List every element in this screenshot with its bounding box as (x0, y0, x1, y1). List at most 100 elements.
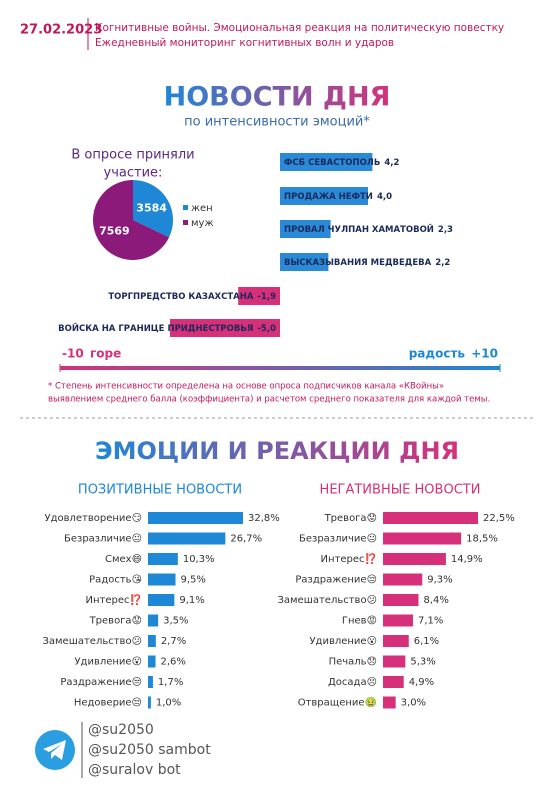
category-label: Тревога😟 (89, 616, 142, 627)
bar (148, 614, 159, 627)
bar (170, 319, 280, 337)
value-label: 2,7% (161, 636, 186, 647)
bar (148, 512, 243, 524)
value-label: 1,7% (158, 677, 183, 688)
news-title: НОВОСТИ ДНЯ (164, 82, 391, 113)
value-label: 9,1% (179, 595, 204, 606)
pie-title: В опросе приняли (71, 148, 194, 163)
legend-swatch (183, 205, 188, 210)
category-label: ВОЙСКА НА ГРАНИЦЕ ПРИДНЕСТРОВЬЯ (58, 322, 253, 334)
value-label: 32,8% (248, 513, 280, 524)
value-label: 4,9% (409, 677, 434, 688)
bar (280, 187, 368, 205)
bar-label: ВОЙСКА НА ГРАНИЦЕ ПРИДНЕСТРОВЬЯ -5,0 (58, 322, 276, 334)
value-label: 14,9% (451, 554, 483, 565)
category-label: Удивление😮 (74, 657, 142, 668)
bar (383, 676, 404, 688)
category-label: Раздражение😒 (295, 575, 377, 586)
bar (238, 287, 280, 305)
contact[interactable]: @su2050 (88, 722, 154, 738)
contact[interactable]: @suralov bot (88, 762, 181, 778)
value-label: 18,5% (466, 534, 498, 545)
category-label: ФСБ СЕВАСТОПОЛЬ (284, 158, 380, 168)
category-label: ТОРГПРЕДСТВО КАЗАХСТАНА (108, 292, 254, 302)
x-tick-label: -10 (62, 347, 84, 361)
value-label: -5,0 (257, 324, 276, 334)
pie-slice (93, 180, 170, 260)
value-label: 26,7% (230, 534, 262, 545)
category-label: Удивление😮 (309, 636, 377, 647)
bar (148, 635, 156, 647)
header-line: Когнитивные войны. Эмоциональная реакция… (95, 22, 504, 34)
category-label: Досада😣 (328, 677, 377, 688)
bar (148, 594, 175, 606)
bar (148, 676, 153, 688)
category-label: Безразличие😐 (64, 534, 142, 545)
category-label: Радость😘 (89, 575, 142, 586)
value-label: 2,6% (161, 657, 186, 668)
category-label: ПРОВАЛ ЧУЛПАН ХАМАТОВОЙ (284, 223, 434, 235)
bar (280, 220, 331, 238)
bar (383, 635, 409, 647)
slice-label: 3584 (136, 201, 167, 214)
pie-slice (133, 180, 174, 238)
bar-label: ПРОВАЛ ЧУЛПАН ХАМАТОВОЙ 2,3 (284, 223, 453, 235)
value-label: 6,1% (414, 636, 439, 647)
category-label: Безразличие😐 (299, 534, 377, 545)
legend-label: жен (191, 203, 213, 214)
category-label: Печаль😞 (329, 657, 377, 668)
category-label: Отвращение🤢 (298, 697, 377, 709)
axis-label: горе (90, 347, 121, 361)
category-label: Тревога😟 (324, 513, 377, 524)
footnote: выявлением среднего балла (коэффициента)… (48, 395, 490, 405)
legend-swatch (183, 220, 188, 225)
value-label: 1,0% (156, 698, 181, 709)
axis-label: радость (409, 347, 466, 361)
news-subtitle: по интенсивности эмоций* (184, 115, 370, 130)
value-label: 2,2 (435, 258, 450, 268)
bar (280, 153, 373, 171)
category-label: Интерес⁉️ (86, 593, 142, 606)
category-label: Раздражение😒 (60, 677, 142, 688)
axis (60, 366, 500, 370)
category-label: Замешательство😕 (277, 595, 377, 606)
negative-title: НЕГАТИВНЫЕ НОВОСТИ (320, 483, 481, 498)
telegram-plane (43, 740, 66, 760)
date: 27.02.2023 (20, 23, 102, 38)
bar (383, 614, 413, 627)
bar (280, 253, 329, 271)
bar (383, 573, 423, 586)
positive-title: ПОЗИТИВНЫЕ НОВОСТИ (78, 483, 242, 498)
bar (148, 553, 178, 565)
value-label: -1,9 (257, 292, 276, 302)
slice-label: 7569 (99, 225, 130, 238)
value-label: 9,5% (181, 575, 206, 586)
value-label: 5,3% (410, 657, 435, 668)
section-title: ЭМОЦИИ И РЕАКЦИИ ДНЯ (95, 437, 459, 465)
category-label: Смех😄 (105, 554, 142, 565)
value-label: 10,3% (183, 554, 215, 565)
bar (383, 553, 446, 565)
bar (383, 532, 462, 545)
value-label: 9,3% (427, 575, 452, 586)
value-label: 3,0% (401, 698, 426, 709)
value-label: 3,5% (163, 616, 188, 627)
bar-label: ВЫСКАЗЫВАНИЯ МЕДВЕДЕВА 2,2 (284, 258, 450, 268)
category-label: Удовлетворение😏 (44, 513, 142, 524)
legend-label: муж (191, 218, 213, 229)
category-label: Недоверие😒 (74, 698, 142, 709)
bar (148, 655, 156, 668)
value-label: 8,4% (423, 595, 448, 606)
value-label: 4,0 (377, 192, 392, 202)
category-label: Гнев😡 (342, 616, 377, 627)
value-label: 4,2 (384, 158, 399, 168)
value-label: 22,5% (483, 513, 515, 524)
bar (383, 512, 478, 524)
bar (383, 655, 406, 668)
bar (148, 696, 151, 709)
bar-label: ПРОДАЖА НЕФТИ 4,0 (284, 192, 392, 202)
value-label: 2,3 (438, 225, 453, 235)
contact[interactable]: @su2050 sambot (88, 742, 211, 758)
